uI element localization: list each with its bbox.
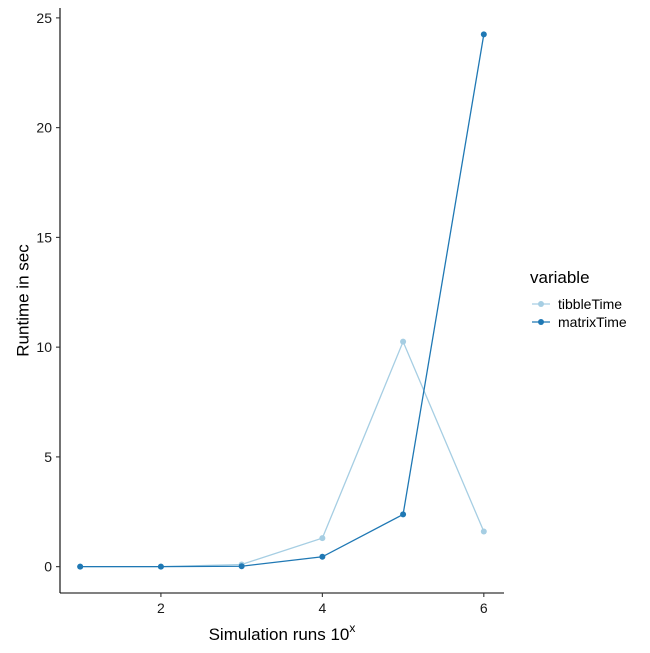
data-point-matrixTime bbox=[319, 553, 326, 560]
y-axis-ticks: 0 5 10 15 20 25 bbox=[36, 10, 60, 575]
legend-label: matrixTime bbox=[558, 314, 627, 330]
legend: variable tibbleTime matrixTime bbox=[530, 268, 627, 330]
legend-key-point bbox=[538, 319, 544, 325]
y-axis-title: Runtime in sec bbox=[13, 244, 32, 357]
x-axis-ticks: 2 4 6 bbox=[157, 593, 488, 616]
y-tick-label: 15 bbox=[36, 229, 52, 245]
data-point-matrixTime bbox=[157, 563, 164, 570]
axes: 0 5 10 15 20 25 2 4 6 bbox=[36, 8, 504, 616]
data-point-tibbleTime bbox=[400, 338, 407, 345]
y-tick-label: 25 bbox=[36, 10, 52, 26]
legend-key-point bbox=[538, 301, 544, 307]
legend-item-matrixTime: matrixTime bbox=[532, 314, 627, 330]
x-axis-title-superscript: x bbox=[349, 621, 355, 635]
x-tick-label: 6 bbox=[480, 600, 488, 616]
data-point-tibbleTime bbox=[480, 528, 487, 535]
x-axis-title-text: Simulation runs 10 bbox=[209, 625, 350, 644]
x-tick-label: 4 bbox=[318, 600, 326, 616]
legend-label: tibbleTime bbox=[558, 296, 622, 312]
data-point-tibbleTime bbox=[319, 535, 326, 542]
x-tick-label: 2 bbox=[157, 600, 165, 616]
data-point-matrixTime bbox=[400, 511, 407, 518]
y-tick-label: 20 bbox=[36, 120, 52, 136]
legend-title: variable bbox=[530, 268, 590, 287]
y-tick-label: 0 bbox=[44, 559, 52, 575]
series-line-tibbleTime bbox=[80, 339, 485, 568]
data-point-matrixTime bbox=[480, 31, 487, 38]
series-line-matrixTime bbox=[80, 34, 485, 568]
x-axis-title: Simulation runs 10x bbox=[209, 621, 356, 644]
data-point-matrixTime bbox=[238, 563, 245, 570]
y-tick-label: 10 bbox=[36, 339, 52, 355]
data-point-matrixTime bbox=[77, 563, 84, 570]
legend-item-tibbleTime: tibbleTime bbox=[532, 296, 622, 312]
y-tick-label: 5 bbox=[44, 449, 52, 465]
plot-area bbox=[77, 31, 487, 570]
